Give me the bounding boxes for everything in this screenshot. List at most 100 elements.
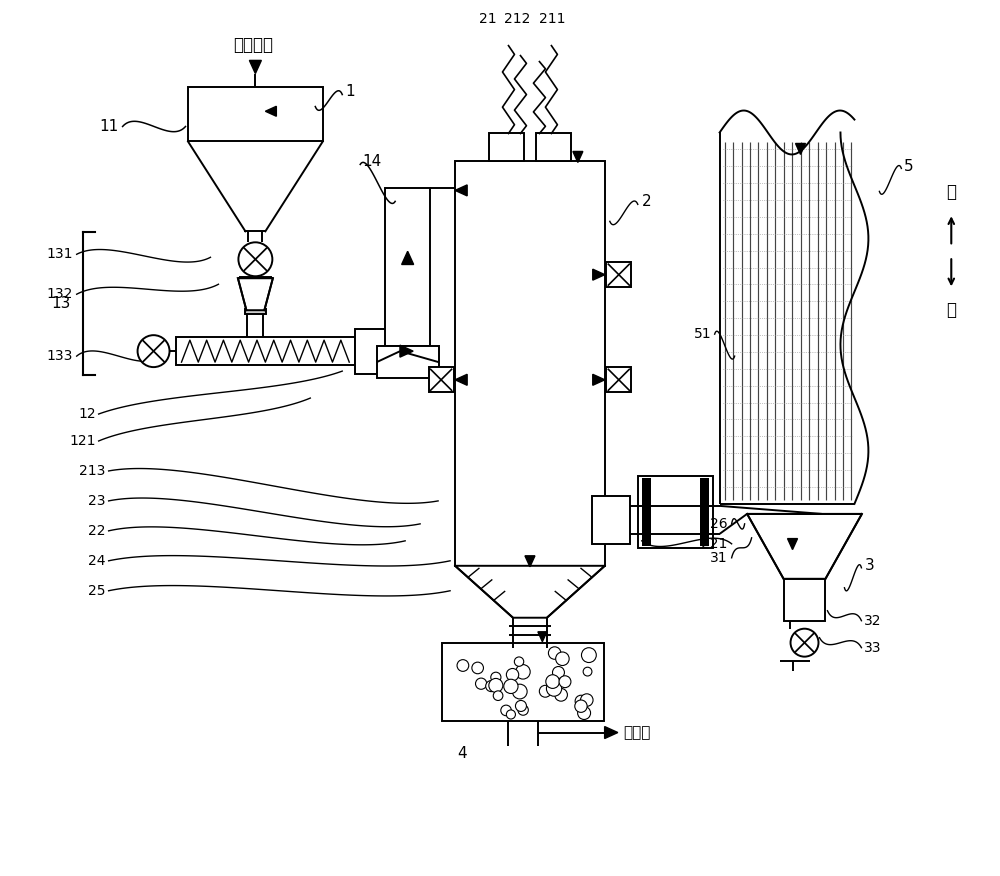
Bar — [784, 579, 825, 621]
Circle shape — [556, 652, 569, 666]
Text: 14: 14 — [362, 154, 381, 169]
Bar — [385, 188, 430, 346]
Circle shape — [512, 684, 527, 699]
Polygon shape — [747, 514, 862, 579]
Text: 2: 2 — [642, 194, 651, 208]
Circle shape — [555, 689, 567, 701]
Circle shape — [552, 667, 564, 678]
Circle shape — [575, 696, 587, 707]
Circle shape — [518, 705, 528, 715]
Text: 213: 213 — [79, 464, 106, 478]
Polygon shape — [593, 269, 605, 280]
Text: 23: 23 — [88, 494, 106, 508]
Circle shape — [493, 691, 503, 701]
Circle shape — [559, 675, 571, 688]
Bar — [536, 133, 571, 161]
Text: 26: 26 — [710, 517, 728, 531]
Bar — [638, 476, 713, 548]
Text: 22: 22 — [88, 524, 106, 538]
Bar — [642, 478, 651, 546]
Text: 24: 24 — [88, 554, 106, 568]
Circle shape — [575, 700, 587, 712]
Polygon shape — [238, 279, 273, 310]
Text: 4: 4 — [457, 746, 467, 761]
Circle shape — [514, 657, 524, 667]
Circle shape — [539, 685, 551, 697]
Bar — [606, 367, 631, 392]
Polygon shape — [249, 60, 261, 74]
Circle shape — [581, 694, 593, 706]
Text: 133: 133 — [46, 350, 73, 364]
Circle shape — [516, 665, 530, 679]
Text: 51: 51 — [694, 327, 712, 341]
Bar — [240, 278, 271, 282]
Text: 下: 下 — [946, 301, 956, 319]
Text: 31: 31 — [710, 551, 728, 565]
Bar — [700, 478, 709, 546]
Text: 21: 21 — [479, 11, 497, 25]
Circle shape — [501, 705, 511, 716]
Bar — [429, 367, 454, 392]
Polygon shape — [400, 345, 413, 357]
Circle shape — [506, 710, 515, 719]
Text: 132: 132 — [46, 287, 73, 301]
Circle shape — [506, 668, 519, 681]
Text: 13: 13 — [51, 296, 71, 311]
Polygon shape — [525, 555, 535, 567]
Polygon shape — [593, 374, 605, 385]
Circle shape — [515, 701, 526, 711]
Text: 玻璃渣: 玻璃渣 — [623, 725, 650, 740]
Circle shape — [238, 243, 272, 276]
Text: 12: 12 — [78, 407, 96, 421]
Polygon shape — [455, 566, 605, 618]
Text: 131: 131 — [46, 247, 73, 261]
Text: 32: 32 — [864, 614, 882, 628]
Bar — [606, 262, 631, 287]
Circle shape — [791, 629, 818, 657]
Polygon shape — [455, 185, 467, 196]
Text: 上: 上 — [946, 183, 956, 201]
Text: 211: 211 — [539, 11, 565, 25]
Text: 11: 11 — [99, 119, 119, 134]
Circle shape — [546, 675, 559, 689]
Polygon shape — [788, 539, 798, 549]
Polygon shape — [265, 106, 276, 117]
Text: 3: 3 — [864, 558, 874, 573]
Text: 212: 212 — [504, 11, 530, 25]
Polygon shape — [796, 144, 806, 154]
Bar — [455, 161, 605, 566]
Circle shape — [486, 681, 497, 692]
Text: 5: 5 — [904, 159, 914, 174]
Circle shape — [504, 679, 518, 694]
Text: 含碳飞灰: 含碳飞灰 — [233, 36, 273, 53]
Bar — [176, 337, 355, 365]
Circle shape — [489, 678, 503, 692]
Circle shape — [548, 646, 561, 660]
Bar — [442, 643, 604, 721]
Bar — [377, 346, 439, 378]
Polygon shape — [402, 251, 414, 265]
Polygon shape — [455, 374, 467, 385]
Circle shape — [581, 647, 596, 662]
Bar — [489, 133, 524, 161]
Bar — [188, 87, 323, 141]
Text: 33: 33 — [864, 640, 882, 654]
Text: 221: 221 — [701, 537, 728, 551]
Text: 1: 1 — [345, 84, 355, 99]
Text: 121: 121 — [69, 434, 96, 448]
Polygon shape — [573, 152, 583, 162]
Bar — [355, 328, 400, 373]
Circle shape — [578, 707, 591, 719]
Bar — [592, 496, 630, 544]
Circle shape — [546, 681, 562, 696]
Circle shape — [457, 660, 469, 671]
Polygon shape — [605, 726, 618, 738]
Text: 25: 25 — [88, 583, 106, 597]
Circle shape — [138, 336, 170, 367]
Circle shape — [476, 678, 487, 689]
Circle shape — [583, 668, 592, 676]
Circle shape — [491, 672, 501, 682]
Bar — [245, 309, 266, 314]
Polygon shape — [538, 632, 547, 642]
Circle shape — [472, 662, 483, 674]
